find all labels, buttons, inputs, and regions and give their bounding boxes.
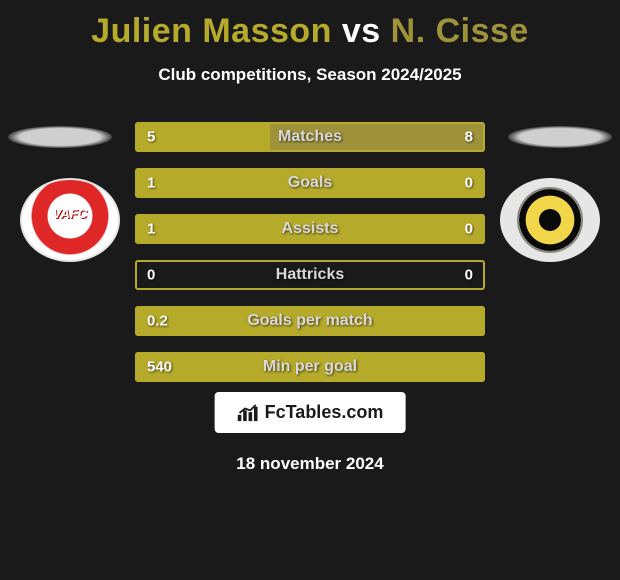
stat-value-right: 0 <box>465 267 473 284</box>
page-title: Julien Masson vs N. Cisse <box>0 0 620 51</box>
stat-row: 1 0 Goals <box>135 168 485 198</box>
stat-label: Hattricks <box>276 266 344 284</box>
player2-silhouette <box>508 126 612 148</box>
stat-label: Matches <box>278 128 342 146</box>
stat-value-left: 1 <box>147 221 155 238</box>
player1-silhouette <box>8 126 112 148</box>
stat-label: Goals <box>288 174 332 192</box>
vs-text: vs <box>332 12 391 50</box>
comparison-infographic: Julien Masson vs N. Cisse Club competiti… <box>0 0 620 580</box>
chart-icon <box>237 404 259 422</box>
player2-name: N. Cisse <box>391 12 529 50</box>
stat-value-right: 8 <box>465 129 473 146</box>
stat-value-right: 0 <box>465 221 473 238</box>
footer-date: 18 november 2024 <box>236 454 383 474</box>
stat-row: 540 Min per goal <box>135 352 485 382</box>
player1-name: Julien Masson <box>91 12 332 50</box>
stat-value-left: 0 <box>147 267 155 284</box>
stat-label: Assists <box>282 220 339 238</box>
stat-value-left: 1 <box>147 175 155 192</box>
stat-value-left: 5 <box>147 129 155 146</box>
club-right-emblem <box>517 187 583 253</box>
stat-value-left: 0.2 <box>147 313 168 330</box>
stat-label: Goals per match <box>247 312 372 330</box>
stat-value-left: 540 <box>147 359 172 376</box>
brand-text: FcTables.com <box>265 402 384 423</box>
stat-row: 1 0 Assists <box>135 214 485 244</box>
subtitle: Club competitions, Season 2024/2025 <box>0 65 620 85</box>
club-badge-right <box>500 178 600 262</box>
club-left-abbr: VAFC <box>53 206 87 221</box>
club-badge-left: VAFC <box>20 178 120 262</box>
stat-label: Min per goal <box>263 358 357 376</box>
stat-value-right: 0 <box>465 175 473 192</box>
stat-row: 0 0 Hattricks <box>135 260 485 290</box>
stat-row: 5 8 Matches <box>135 122 485 152</box>
stat-bars: 5 8 Matches 1 0 Goals 1 0 Assists 0 0 Hattricks 0.2 G… <box>135 122 485 398</box>
brand-badge: FcTables.com <box>215 392 406 433</box>
stat-row: 0.2 Goals per match <box>135 306 485 336</box>
